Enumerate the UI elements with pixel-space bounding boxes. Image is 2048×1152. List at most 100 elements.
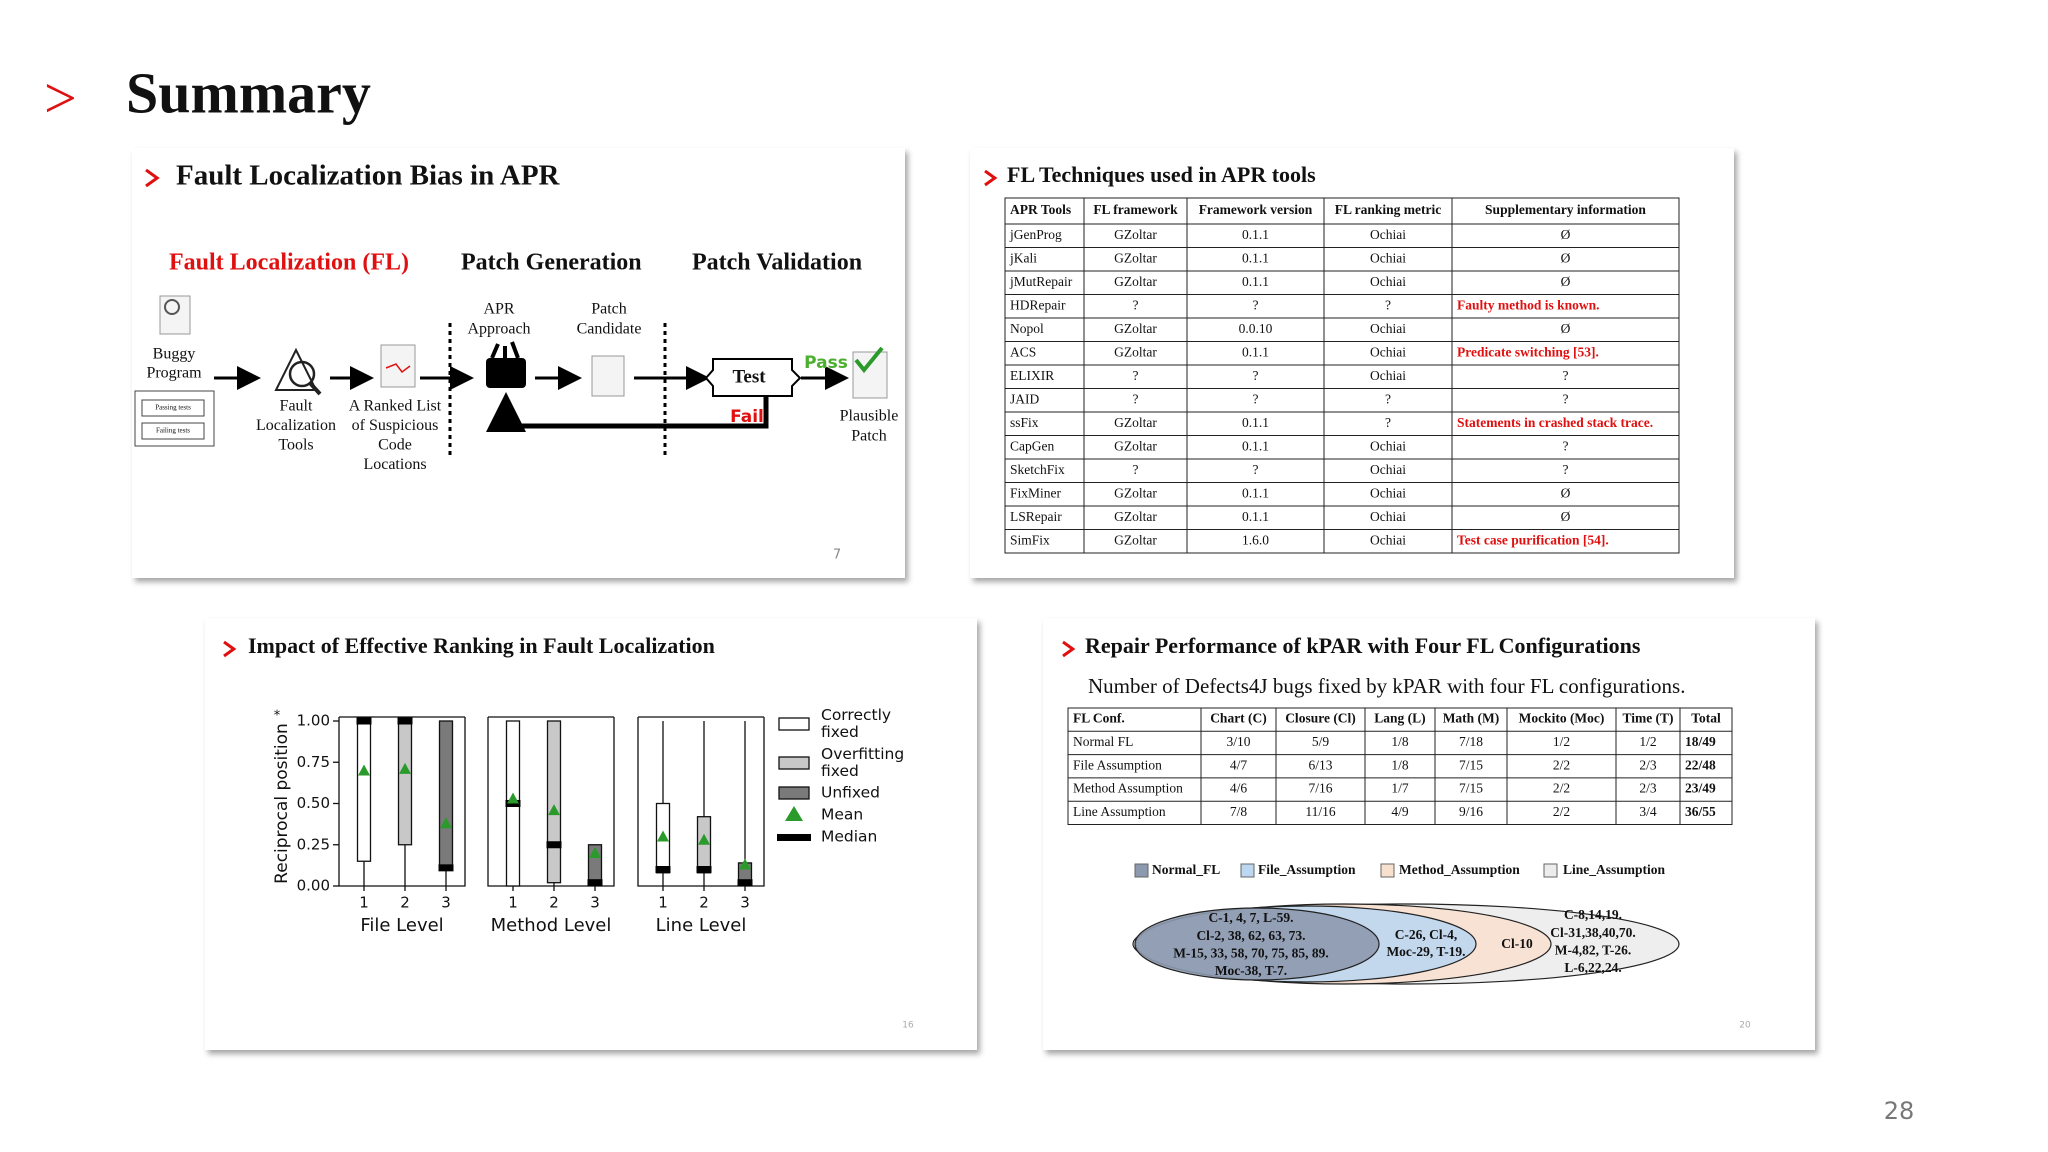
slide-number: 20	[1739, 1021, 1751, 1031]
test-label: Passing tests	[155, 404, 191, 412]
table-cell: 2/2	[1553, 757, 1570, 772]
y-tick-label: 1.00	[297, 712, 330, 730]
stage-header: Fault Localization (FL)	[169, 250, 409, 276]
axis-frame	[487, 717, 615, 887]
table-cell: Method Assumption	[1073, 781, 1183, 796]
slide-subtitle: Number of Defects4J bugs fixed by kPAR w…	[1088, 674, 1685, 698]
table-cell: GZoltar	[1114, 227, 1157, 242]
table-header: Total	[1691, 711, 1721, 726]
table-cell: Nopol	[1010, 321, 1044, 336]
table-header: Mockito (Moc)	[1519, 711, 1605, 726]
table-header: Chart (C)	[1210, 711, 1267, 726]
node-label: Patch	[591, 301, 627, 318]
table-cell: LSRepair	[1010, 509, 1062, 524]
table-cell: FixMiner	[1010, 485, 1062, 500]
table-cell: jMutRepair	[1009, 274, 1073, 289]
mean	[507, 792, 519, 804]
mean	[399, 762, 411, 774]
median	[438, 864, 454, 872]
table-cell: 2/2	[1553, 804, 1570, 819]
table-cell: 3/10	[1226, 734, 1250, 749]
legend-label: Correctly fixed	[821, 706, 891, 741]
legend-label: Normal_FL	[1152, 862, 1220, 877]
slide-number: 7	[833, 548, 841, 563]
table-cell: ?	[1253, 391, 1259, 406]
passing-tests	[141, 399, 205, 417]
slide-title: FL Techniques used in APR tools	[1007, 162, 1316, 187]
table-cell: Ochiai	[1370, 438, 1406, 453]
table-cell: GZoltar	[1114, 509, 1157, 524]
slide1-diagram	[134, 295, 888, 455]
median	[655, 866, 671, 873]
mean	[657, 830, 669, 842]
title-marker	[223, 640, 237, 658]
table-header: Time (T)	[1622, 711, 1673, 726]
table-cell: SketchFix	[1010, 462, 1065, 477]
legend-swatch	[1240, 863, 1255, 878]
x-tick-label: 3	[740, 894, 750, 912]
venn-label: Cl-2, 38, 62, 63, 73.	[1196, 928, 1305, 943]
table-cell: GZoltar	[1114, 321, 1157, 336]
mean	[358, 764, 370, 776]
page-title: Summary	[126, 60, 371, 125]
table-cell: Ochiai	[1370, 274, 1406, 289]
venn-label: M-4,82, T-26.	[1555, 942, 1632, 957]
table-cell: ?	[1133, 297, 1139, 312]
table-cell: Ochiai	[1370, 368, 1406, 383]
y-tick-label: 0.00	[297, 877, 330, 895]
feedback-arrow	[486, 392, 769, 432]
test-box	[704, 358, 802, 397]
table-cell: Statements in crashed stack trace.	[1457, 415, 1653, 430]
median	[356, 717, 372, 725]
x-tick-label: 2	[699, 894, 709, 912]
legend-label: Mean	[821, 806, 863, 824]
table-header: Supplementary information	[1485, 202, 1646, 217]
node-label: Approach	[467, 321, 530, 338]
x-tick-label: 2	[400, 894, 410, 912]
table-cell: Ø	[1561, 485, 1571, 500]
node-label: Program	[146, 365, 202, 382]
table-cell: 6/13	[1308, 757, 1332, 772]
node-label: Locations	[363, 456, 426, 473]
y-tick-label: 0.25	[297, 835, 330, 853]
table-cell: GZoltar	[1114, 344, 1157, 359]
table-cell: 0.1.1	[1242, 485, 1269, 500]
venn-label: C-26, Cl-4,	[1395, 927, 1458, 942]
table-cell: 0.1.1	[1242, 509, 1269, 524]
table-cell: Normal FL	[1073, 734, 1133, 749]
table-cell: ?	[1133, 391, 1139, 406]
table-cell: 0.0.10	[1239, 321, 1273, 336]
table-header: FL Conf.	[1073, 711, 1125, 726]
table-cell: 1/8	[1391, 734, 1409, 749]
box	[546, 720, 562, 884]
table-cell: CapGen	[1010, 438, 1054, 453]
magnifier-icon	[288, 360, 316, 388]
node-label: Patch	[851, 428, 887, 445]
legend-median	[777, 834, 811, 841]
table-cell: Predicate switching [53].	[1457, 344, 1599, 359]
table-cell: HDRepair	[1010, 297, 1066, 312]
table-cell: 4/9	[1391, 804, 1409, 819]
table-cell: 0.1.1	[1242, 250, 1269, 265]
legend-label: Method_Assumption	[1399, 862, 1520, 877]
table-cell: ?	[1133, 368, 1139, 383]
axis-frame	[338, 717, 466, 887]
table-header: FL ranking metric	[1335, 202, 1442, 217]
table-cell: ?	[1385, 391, 1391, 406]
box	[438, 720, 454, 871]
table-cell: Ochiai	[1370, 227, 1406, 242]
slide-number: 16	[902, 1021, 914, 1031]
venn-label: Cl-10	[1501, 936, 1533, 951]
x-tick-label: 1	[508, 894, 518, 912]
stage-header: Patch Generation	[461, 250, 642, 276]
table-cell: jGenProg	[1009, 227, 1062, 242]
table-cell: 0.1.1	[1242, 227, 1269, 242]
table-cell: ?	[1385, 415, 1391, 430]
legend-swatch	[778, 786, 810, 800]
y-tick-label: 0.75	[297, 753, 330, 771]
legend-label: Overfitting fixed	[821, 745, 904, 780]
legend-swatch	[778, 756, 810, 770]
tools-icon	[490, 341, 520, 359]
median	[546, 841, 562, 849]
table-cell: GZoltar	[1114, 250, 1157, 265]
